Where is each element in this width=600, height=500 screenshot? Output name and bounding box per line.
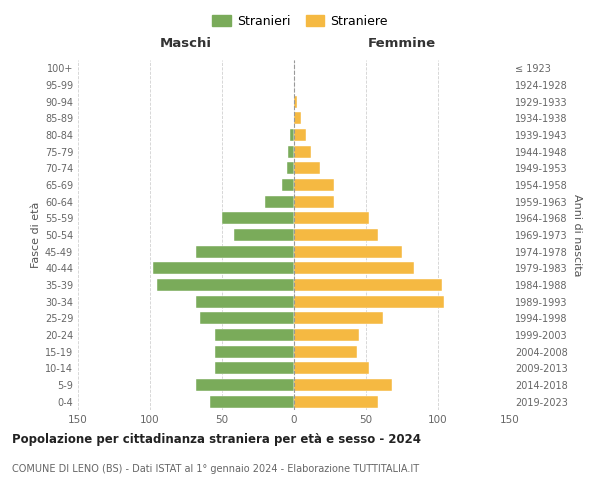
Text: COMUNE DI LENO (BS) - Dati ISTAT al 1° gennaio 2024 - Elaborazione TUTTITALIA.IT: COMUNE DI LENO (BS) - Dati ISTAT al 1° g…: [12, 464, 419, 474]
Bar: [294, 196, 334, 207]
Bar: [196, 246, 294, 258]
Bar: [294, 212, 369, 224]
Y-axis label: Fasce di età: Fasce di età: [31, 202, 41, 268]
Bar: [196, 296, 294, 308]
Bar: [294, 96, 297, 108]
Bar: [265, 196, 294, 207]
Bar: [294, 162, 320, 174]
Bar: [211, 396, 294, 407]
Y-axis label: Anni di nascita: Anni di nascita: [572, 194, 581, 276]
Bar: [294, 362, 369, 374]
Bar: [287, 162, 294, 174]
Bar: [294, 296, 444, 308]
Bar: [222, 212, 294, 224]
Bar: [294, 129, 305, 141]
Bar: [200, 312, 294, 324]
Bar: [215, 346, 294, 358]
Bar: [294, 146, 311, 158]
Text: Femmine: Femmine: [368, 37, 436, 50]
Bar: [294, 329, 359, 341]
Bar: [294, 279, 442, 291]
Bar: [215, 329, 294, 341]
Text: Popolazione per cittadinanza straniera per età e sesso - 2024: Popolazione per cittadinanza straniera p…: [12, 432, 421, 446]
Text: Maschi: Maschi: [160, 37, 212, 50]
Bar: [283, 179, 294, 191]
Bar: [294, 396, 377, 407]
Bar: [294, 312, 383, 324]
Bar: [294, 179, 334, 191]
Bar: [157, 279, 294, 291]
Bar: [294, 262, 413, 274]
Bar: [294, 112, 301, 124]
Bar: [233, 229, 294, 241]
Bar: [290, 129, 294, 141]
Bar: [294, 229, 377, 241]
Bar: [294, 379, 392, 391]
Bar: [153, 262, 294, 274]
Bar: [196, 379, 294, 391]
Legend: Stranieri, Straniere: Stranieri, Straniere: [208, 11, 392, 32]
Bar: [215, 362, 294, 374]
Bar: [288, 146, 294, 158]
Bar: [294, 346, 358, 358]
Bar: [294, 246, 402, 258]
